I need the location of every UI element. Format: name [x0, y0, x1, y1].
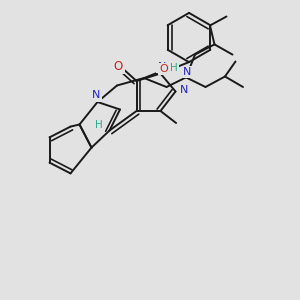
Text: N: N: [158, 62, 166, 72]
Text: N: N: [183, 67, 192, 77]
Text: O: O: [114, 59, 123, 73]
Text: H: H: [170, 63, 178, 73]
Text: H: H: [95, 120, 103, 130]
Text: O: O: [159, 64, 168, 74]
Text: N: N: [92, 90, 100, 100]
Text: N: N: [180, 85, 188, 95]
